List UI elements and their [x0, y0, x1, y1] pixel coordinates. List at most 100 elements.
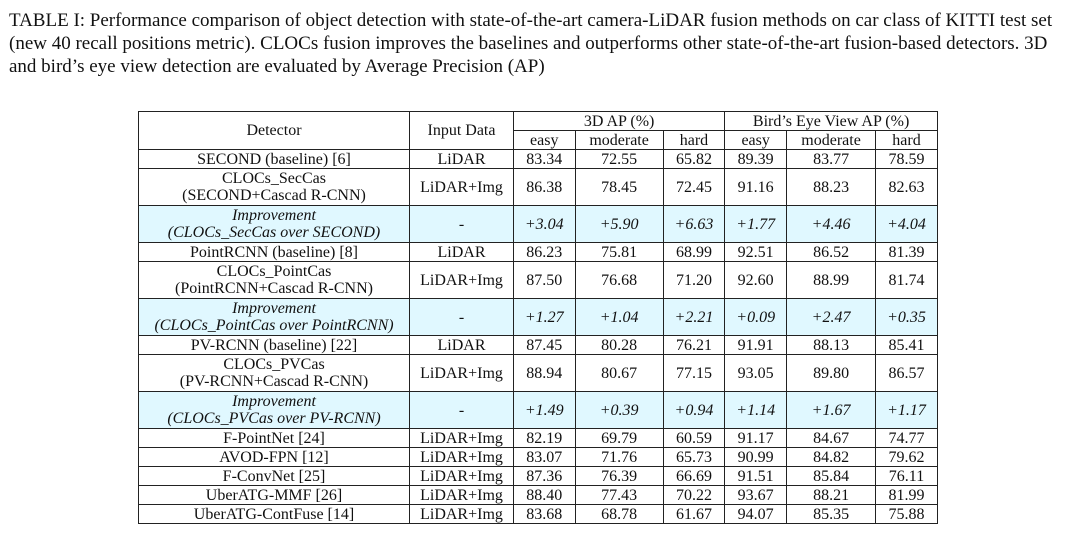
detector-cell: Improvement (CLOCs_PVCas over PV-RCNN): [138, 391, 410, 429]
header-3d-easy: easy: [513, 130, 576, 150]
ap-3d-easy-cell: 88.94: [513, 354, 576, 392]
ap-bev-hard-cell: 79.62: [874, 447, 939, 467]
table-row: UberATG-MMF [26] LiDAR+Img 88.40 77.43 70.22…: [138, 485, 939, 505]
detector-name: CLOCs_PVCas: [223, 356, 325, 373]
input-data-cell: LiDAR+Img: [409, 261, 514, 299]
detector-name: UberATG-MMF [26]: [205, 486, 343, 504]
ap-3d-hard-cell: 72.45: [662, 168, 726, 206]
ap-bev-moderate-cell: 88.99: [786, 261, 876, 299]
header-input-data: Input Data: [409, 111, 514, 150]
ap-3d-easy-cell: +1.49: [513, 391, 576, 429]
ap-bev-easy-cell: 91.51: [724, 466, 788, 486]
ap-bev-hard-cell: 86.57: [874, 354, 939, 392]
header-row-groups: Detector Input Data 3D AP (%) Bird’s Eye…: [138, 111, 938, 150]
detector-name: AVOD-FPN [12]: [219, 448, 329, 466]
ap-bev-hard-cell: 82.63: [874, 168, 939, 206]
ap-3d-moderate-cell: 78.45: [574, 168, 664, 206]
header-3d-hard: hard: [662, 130, 726, 150]
ap-3d-hard-cell: 71.20: [662, 261, 726, 299]
ap-3d-moderate-cell: 76.68: [574, 261, 664, 299]
ap-3d-moderate-cell: +1.04: [574, 298, 664, 336]
ap-bev-moderate-cell: 89.80: [786, 354, 876, 392]
detector-detail: (PointRCNN+Cascad R-CNN): [175, 280, 373, 297]
detector-detail: (SECOND+Cascad R-CNN): [182, 187, 366, 204]
detector-detail: (CLOCs_SecCas over SECOND): [167, 224, 381, 241]
ap-3d-easy-cell: 83.07: [513, 447, 576, 467]
input-data-cell: LiDAR: [409, 335, 514, 355]
ap-bev-hard-cell: 78.59: [874, 149, 939, 169]
ap-3d-moderate-cell: 71.76: [574, 447, 664, 467]
input-data-cell: LiDAR+Img: [409, 447, 514, 467]
ap-bev-moderate-cell: 84.67: [786, 428, 876, 448]
ap-bev-moderate-cell: 88.13: [786, 335, 876, 355]
detector-name: UberATG-ContFuse [14]: [193, 505, 355, 523]
ap-3d-hard-cell: 68.99: [662, 242, 726, 262]
ap-bev-hard-cell: 81.99: [874, 485, 939, 505]
ap-bev-moderate-cell: 88.21: [786, 485, 876, 505]
table-caption: TABLE I: Performance comparison of objec…: [9, 10, 1053, 77]
table-row: PointRCNN (baseline) [8] LiDAR 86.23 75.81 6…: [138, 242, 939, 262]
detector-cell: UberATG-MMF [26]: [138, 485, 410, 505]
detector-cell: PointRCNN (baseline) [8]: [138, 242, 410, 262]
ap-bev-easy-cell: 91.16: [724, 168, 788, 206]
detector-name: CLOCs_PointCas: [216, 263, 332, 280]
table-row-improvement: Improvement (CLOCs_PVCas over PV-RCNN) - +1…: [138, 391, 939, 429]
ap-bev-moderate-cell: +2.47: [786, 298, 876, 336]
table-row: CLOCs_PointCas (PointRCNN+Cascad R-CNN) Li…: [138, 261, 939, 299]
ap-3d-moderate-cell: 69.79: [574, 428, 664, 448]
ap-bev-moderate-cell: 86.52: [786, 242, 876, 262]
detector-detail: (PV-RCNN+Cascad R-CNN): [179, 373, 369, 390]
input-data-cell: LiDAR+Img: [409, 485, 514, 505]
input-data-cell: -: [409, 298, 514, 336]
detector-name: Improvement: [232, 207, 316, 224]
detector-cell: F-PointNet [24]: [138, 428, 410, 448]
ap-3d-easy-cell: 86.38: [513, 168, 576, 206]
ap-bev-easy-cell: 92.60: [724, 261, 788, 299]
ap-3d-hard-cell: 65.82: [662, 149, 726, 169]
ap-3d-hard-cell: 61.67: [662, 504, 726, 524]
ap-3d-easy-cell: 88.40: [513, 485, 576, 505]
ap-bev-hard-cell: +0.35: [874, 298, 939, 336]
ap-bev-easy-cell: +0.09: [724, 298, 788, 336]
ap-bev-hard-cell: 81.39: [874, 242, 939, 262]
ap-3d-moderate-cell: 77.43: [574, 485, 664, 505]
table-row: CLOCs_SecCas (SECOND+Cascad R-CNN) LiDAR+I…: [138, 168, 939, 206]
ap-3d-hard-cell: +0.94: [662, 391, 726, 429]
input-data-cell: -: [409, 205, 514, 243]
ap-bev-easy-cell: 89.39: [724, 149, 788, 169]
ap-3d-hard-cell: 76.21: [662, 335, 726, 355]
ap-3d-hard-cell: 77.15: [662, 354, 726, 392]
ap-3d-moderate-cell: +5.90: [574, 205, 664, 243]
ap-3d-moderate-cell: 80.67: [574, 354, 664, 392]
detector-name: Improvement: [232, 300, 316, 317]
ap-3d-easy-cell: 87.36: [513, 466, 576, 486]
table-row: F-PointNet [24] LiDAR+Img 82.19 69.79 60.59 9…: [138, 428, 939, 448]
ap-3d-easy-cell: 87.45: [513, 335, 576, 355]
detector-cell: UberATG-ContFuse [14]: [138, 504, 410, 524]
table-row-improvement: Improvement (CLOCs_PointCas over PointRCN…: [138, 298, 939, 336]
detector-name: F-PointNet [24]: [223, 429, 325, 447]
input-data-cell: LiDAR+Img: [409, 504, 514, 524]
ap-3d-easy-cell: 87.50: [513, 261, 576, 299]
ap-3d-easy-cell: +3.04: [513, 205, 576, 243]
input-data-cell: LiDAR: [409, 149, 514, 169]
table-row: PV-RCNN (baseline) [22] LiDAR 87.45 80.28 76…: [138, 335, 939, 355]
ap-bev-moderate-cell: 83.77: [786, 149, 876, 169]
input-data-cell: LiDAR+Img: [409, 168, 514, 206]
ap-bev-moderate-cell: 84.82: [786, 447, 876, 467]
ap-bev-moderate-cell: 88.23: [786, 168, 876, 206]
ap-3d-moderate-cell: 75.81: [574, 242, 664, 262]
ap-3d-easy-cell: 86.23: [513, 242, 576, 262]
detector-cell: PV-RCNN (baseline) [22]: [138, 335, 410, 355]
input-data-cell: LiDAR: [409, 242, 514, 262]
ap-3d-hard-cell: +6.63: [662, 205, 726, 243]
ap-bev-moderate-cell: 85.84: [786, 466, 876, 486]
input-data-cell: LiDAR+Img: [409, 428, 514, 448]
detector-cell: F-ConvNet [25]: [138, 466, 410, 486]
ap-3d-easy-cell: 83.34: [513, 149, 576, 169]
ap-bev-hard-cell: 76.11: [874, 466, 939, 486]
header-bev-ap: Bird’s Eye View AP (%): [724, 111, 938, 131]
detector-cell: CLOCs_PVCas (PV-RCNN+Cascad R-CNN): [138, 354, 410, 392]
ap-bev-hard-cell: 74.77: [874, 428, 939, 448]
detector-name: PV-RCNN (baseline) [22]: [190, 336, 358, 354]
